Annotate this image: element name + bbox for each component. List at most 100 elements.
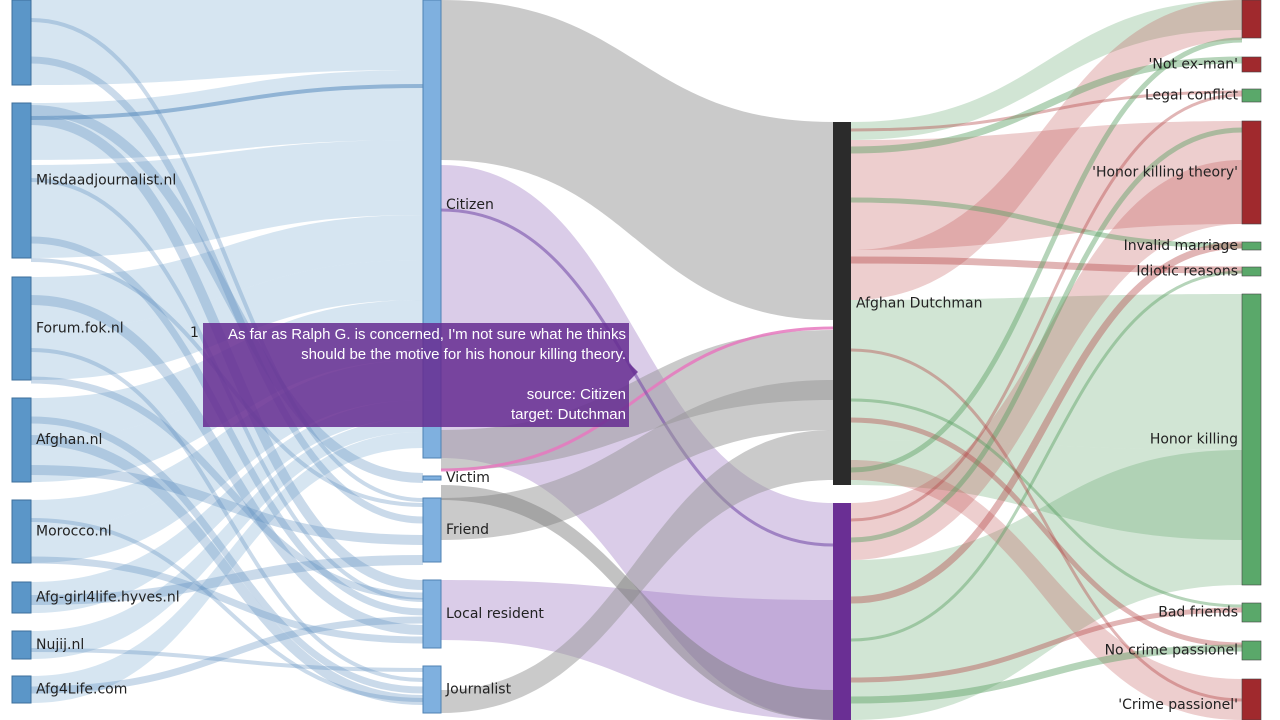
link-source-strand xyxy=(30,465,424,545)
link-dutchman-honor-killing xyxy=(851,294,1242,450)
link-local-other xyxy=(441,580,833,720)
role-node xyxy=(422,579,442,649)
role-node xyxy=(422,665,442,714)
motive-node xyxy=(1241,602,1262,623)
link-tooltip: As far as Ralph G. is concerned, I'm not… xyxy=(203,323,629,427)
motive-node-label: 'Honor killing theory' xyxy=(1092,165,1238,181)
link-target-strand xyxy=(850,90,1243,132)
link-other-honor-killing xyxy=(851,450,1242,720)
link-other-honor-theory xyxy=(851,160,1242,560)
link-source-strand xyxy=(30,555,424,605)
source-node-label: Misdaadjournalist.nl xyxy=(36,173,176,189)
link-source-citizen xyxy=(31,140,423,258)
source-node xyxy=(11,675,32,704)
link-source-strand xyxy=(30,105,424,483)
source-node-label: Nujij.nl xyxy=(36,637,84,653)
motive-node-label: Legal conflict xyxy=(1145,88,1239,104)
motive-node xyxy=(1241,0,1262,39)
link-source-citizen xyxy=(31,418,423,659)
tooltip-line-1: As far as Ralph G. is concerned, I'm not… xyxy=(227,326,626,343)
link-source-citizen xyxy=(31,400,423,613)
link-source-citizen xyxy=(31,260,423,380)
labels-layer: Misdaadjournalist.nl Forum.fok.nl Afghan.n… xyxy=(36,57,1238,714)
link-dutchman-honor-killing xyxy=(851,440,1242,540)
role-node-label: Citizen xyxy=(446,197,494,213)
tooltip-line-2: should be the motive for his honour kill… xyxy=(301,346,626,363)
source-node-label: Forum.fok.nl xyxy=(36,321,124,337)
link-target-strand xyxy=(850,348,1243,702)
motive-node xyxy=(1241,56,1262,73)
link-source-citizen xyxy=(31,0,423,85)
link-dutchman-honor-theory xyxy=(851,121,1242,250)
link-source-strand xyxy=(30,18,424,502)
target-node xyxy=(833,503,851,720)
link-source-strand xyxy=(30,348,424,682)
motive-node-label: 'Not ex-man' xyxy=(1149,57,1238,73)
link-victim-dutchman xyxy=(440,326,834,472)
source-node xyxy=(11,630,32,660)
link-friend-dutchman xyxy=(441,380,833,540)
tooltip-index: 1 xyxy=(190,325,199,341)
link-target-strand xyxy=(850,127,1243,543)
link-source-citizen xyxy=(31,70,423,160)
tooltip-target: target: Dutchman xyxy=(510,406,626,423)
link-source-strand xyxy=(30,84,424,120)
source-node-label: Morocco.nl xyxy=(36,524,112,540)
source-node xyxy=(11,276,32,381)
motive-node-label: 'Crime passionel' xyxy=(1118,697,1238,713)
motive-node-label: Bad friends xyxy=(1158,605,1238,621)
motive-node xyxy=(1241,678,1262,720)
role-node-label: Victim xyxy=(446,470,490,486)
link-source-strand xyxy=(30,518,424,702)
link-source-strand xyxy=(30,648,424,672)
link-target-strand xyxy=(850,197,1243,249)
link-target-strand xyxy=(850,37,1243,473)
link-citizen-dutchman xyxy=(441,0,833,320)
link-target-strand xyxy=(850,256,1243,274)
motive-node-label: Idiotic reasons xyxy=(1136,264,1238,280)
motive-node xyxy=(1241,241,1262,251)
link-source-strand xyxy=(30,376,424,600)
source-node-label: Afghan.nl xyxy=(36,432,102,448)
link-target-strand xyxy=(850,607,1243,683)
source-node xyxy=(11,397,32,483)
link-source-citizen xyxy=(31,215,423,330)
link-source-strand xyxy=(30,435,424,705)
link-journalist-dutchman xyxy=(441,430,833,713)
motive-node-label: Invalid marriage xyxy=(1124,238,1238,254)
link-dutchman-crime-passionel xyxy=(851,460,1242,720)
link-target-strand xyxy=(850,93,1243,522)
link-source-citizen xyxy=(31,432,423,703)
link-source-strand xyxy=(30,616,424,694)
motive-node xyxy=(1241,120,1262,225)
motive-node-label: No crime passionel xyxy=(1105,643,1238,659)
motive-node xyxy=(1241,293,1262,586)
source-node xyxy=(11,102,32,259)
source-node xyxy=(11,499,32,564)
role-node-label: Friend xyxy=(446,522,489,538)
link-source-citizen xyxy=(31,380,423,563)
role-node-label: Journalist xyxy=(445,682,512,698)
role-node xyxy=(422,497,442,563)
source-node-label: Afg4Life.com xyxy=(36,682,127,698)
link-target-strand xyxy=(850,56,1243,154)
motive-node xyxy=(1241,640,1262,661)
link-source-citizen xyxy=(31,360,423,530)
link-source-strand xyxy=(30,556,424,644)
links-layer xyxy=(30,0,1243,720)
target-node-label: Afghan Dutchman xyxy=(856,296,982,312)
source-node xyxy=(11,0,32,86)
motive-node-label: Honor killing xyxy=(1150,432,1238,448)
tooltip-arrow xyxy=(629,363,638,381)
link-source-strand xyxy=(30,295,424,635)
link-dutchman-right xyxy=(851,0,1242,140)
tooltip-source: source: Citizen xyxy=(526,386,626,403)
target-node xyxy=(833,122,851,485)
source-node-label: Afg-girl4life.hyves.nl xyxy=(36,590,180,606)
nodes-layer xyxy=(11,0,1262,720)
link-source-strand xyxy=(30,416,424,694)
motive-node xyxy=(1241,88,1262,103)
source-node xyxy=(11,581,32,614)
link-target-strand xyxy=(850,644,1243,704)
